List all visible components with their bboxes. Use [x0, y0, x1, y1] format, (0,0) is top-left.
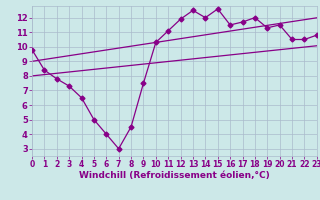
X-axis label: Windchill (Refroidissement éolien,°C): Windchill (Refroidissement éolien,°C): [79, 171, 270, 180]
